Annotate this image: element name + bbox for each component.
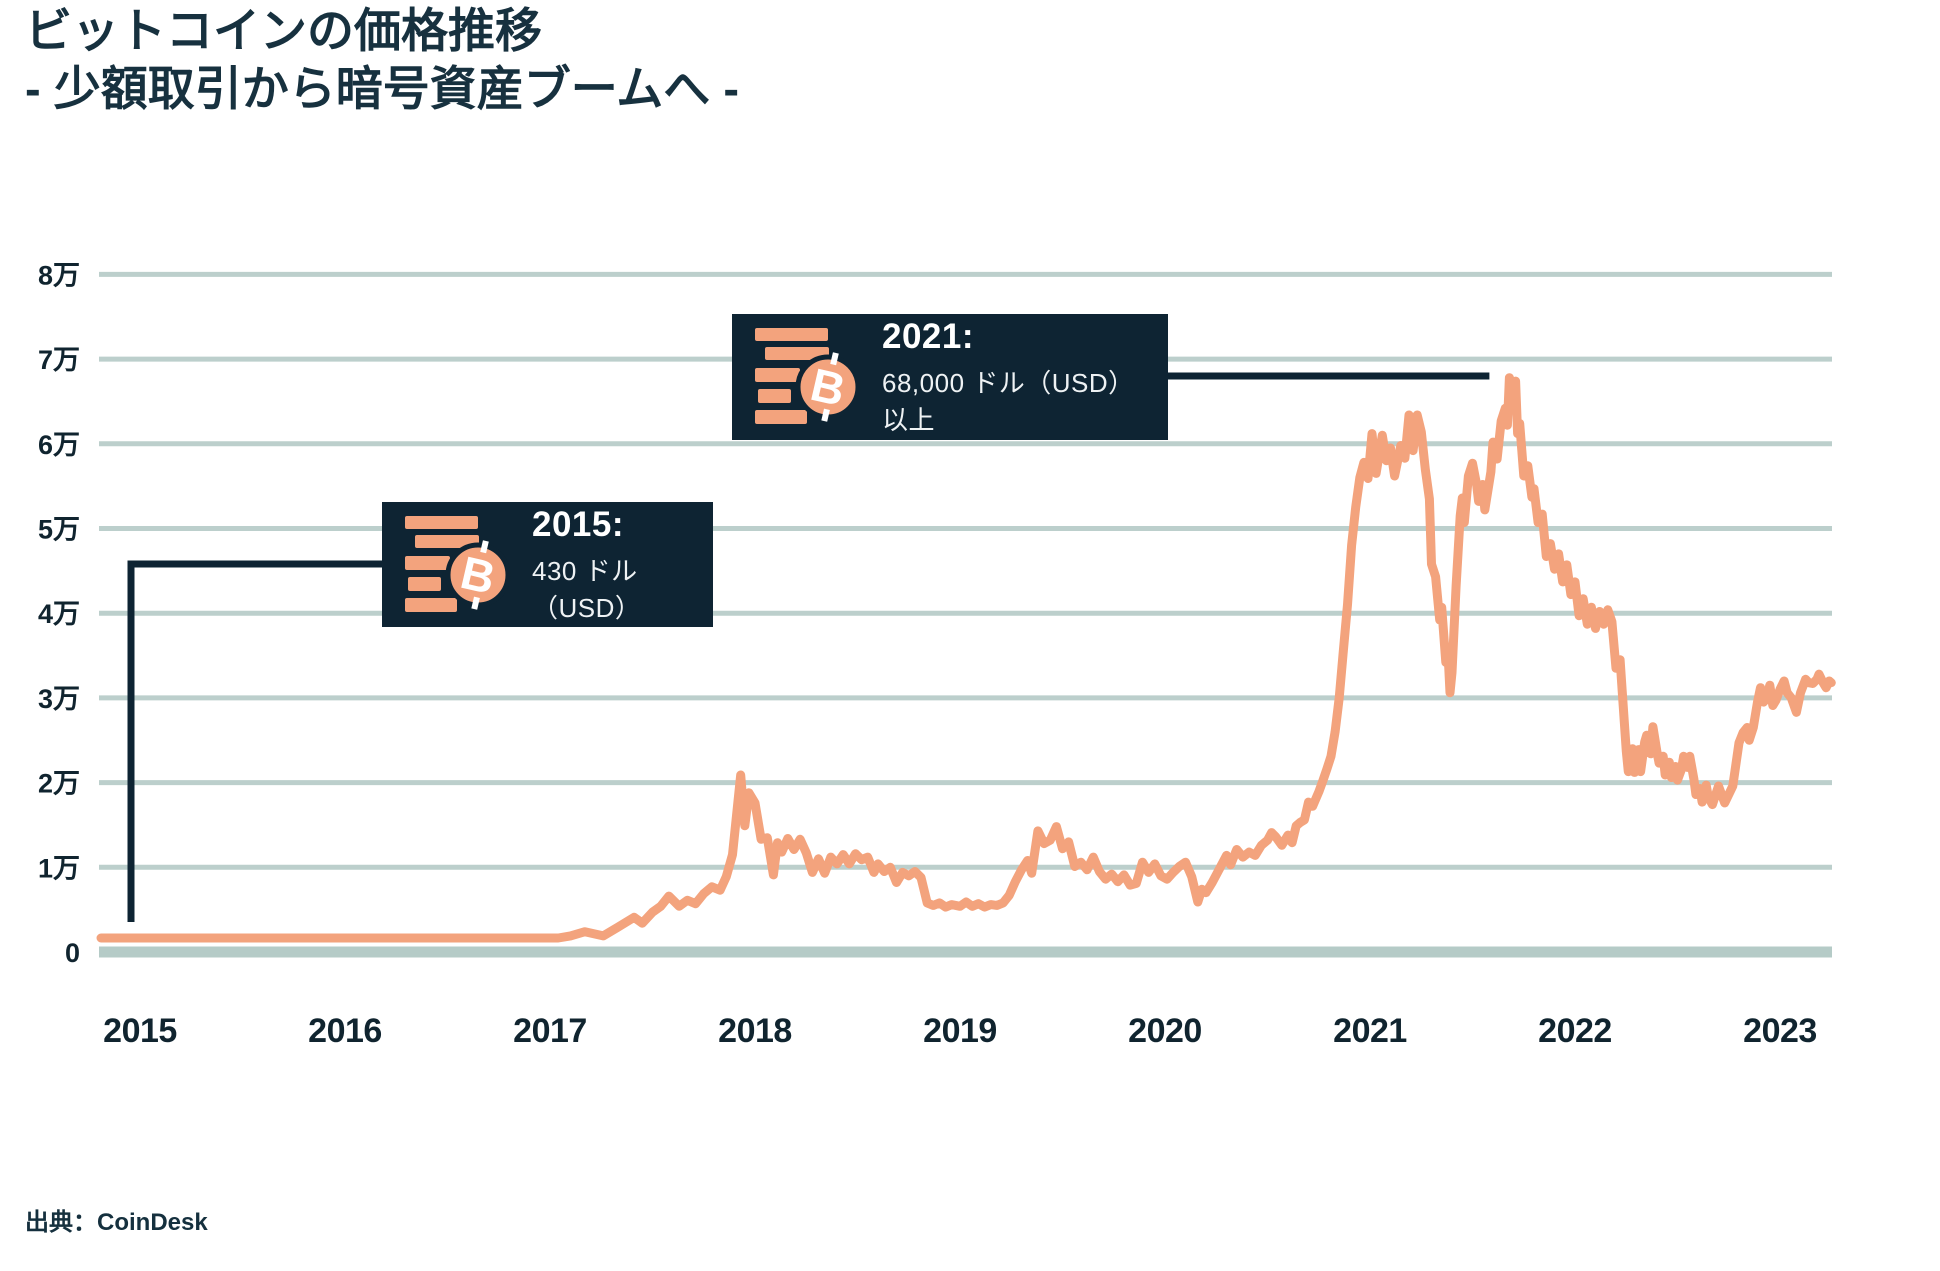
y-tick-label: 8万 bbox=[38, 260, 80, 290]
x-tick-label: 2016 bbox=[308, 1012, 382, 1050]
y-tick-label: 7万 bbox=[38, 345, 80, 375]
x-tick-label: 2019 bbox=[923, 1012, 997, 1050]
callout-2021-value: 68,000 ドル（USD）以上 bbox=[882, 368, 1135, 435]
price-line-layer bbox=[96, 373, 1836, 943]
title-line-2: - 少額取引から暗号資産ブームへ - bbox=[25, 62, 740, 116]
y-tick-label: 5万 bbox=[38, 515, 80, 545]
coin-stack-icon: B bbox=[396, 513, 514, 617]
y-tick-label: 1万 bbox=[38, 853, 80, 883]
callout-2015-value: 430 ドル（USD） bbox=[532, 555, 642, 623]
bitcoin-price-line bbox=[96, 373, 1836, 943]
x-tick-label: 2023 bbox=[1743, 1012, 1817, 1050]
connector-2015 bbox=[127, 560, 385, 922]
x-tick-label: 2017 bbox=[513, 1012, 587, 1050]
y-tick-label: 4万 bbox=[38, 599, 80, 629]
callout-2021: B 2021: 68,000 ドル（USD）以上 bbox=[732, 314, 1168, 440]
y-tick-label: 0 bbox=[65, 938, 80, 968]
callout-2015: B 2015: 430 ドル（USD） bbox=[382, 502, 713, 627]
source-credit: 出典：CoinDesk bbox=[25, 1209, 208, 1236]
y-tick-label: 3万 bbox=[38, 684, 80, 714]
x-tick-label: 2015 bbox=[103, 1012, 177, 1050]
callout-2021-year: 2021: bbox=[882, 317, 975, 356]
page-title: ビットコインの価格推移 - 少額取引から暗号資産ブームへ - bbox=[25, 2, 739, 119]
x-tick-label: 2021 bbox=[1333, 1012, 1407, 1050]
x-tick-label: 2018 bbox=[718, 1012, 792, 1050]
x-axis-labels: 2015 2016 2017 2018 2019 2020 2021 2022 2023 bbox=[103, 1012, 1817, 1050]
x-tick-label: 2022 bbox=[1538, 1012, 1612, 1050]
callout-2015-year: 2015: bbox=[532, 504, 625, 544]
x-tick-label: 2020 bbox=[1128, 1012, 1202, 1050]
coin-stack-icon: B bbox=[746, 325, 864, 429]
title-line-1: ビットコインの価格推移 bbox=[25, 4, 542, 57]
y-tick-label: 2万 bbox=[38, 769, 80, 799]
y-tick-label: 6万 bbox=[38, 430, 80, 460]
y-axis-labels: 8万 7万 6万 5万 4万 3万 2万 1万 0 bbox=[38, 260, 80, 968]
annotation-connectors bbox=[127, 372, 1490, 922]
